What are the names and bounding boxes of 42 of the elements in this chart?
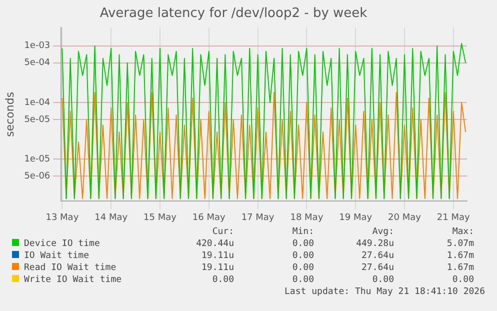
text: 0.00 — [291, 238, 314, 250]
legend-label: IO Wait time — [23, 250, 90, 262]
text: Cur: — [211, 226, 234, 238]
x-tick-label: 19 May — [339, 212, 373, 223]
text: Last update: Thu May 21 18:41:10 2026 — [284, 287, 485, 297]
text: 27.64u — [360, 250, 394, 262]
y-tick-label: 5e-04 — [24, 58, 50, 68]
text: 1.67m — [446, 262, 474, 274]
x-tick-label: 20 May — [388, 212, 422, 223]
text: 19.11u — [200, 250, 234, 262]
x-tick-label: 13 May — [46, 212, 80, 223]
y-tick-label: 1e-03 — [24, 41, 50, 52]
y-tick-label: 5e-06 — [24, 171, 50, 182]
text: 420.44u — [195, 238, 234, 250]
y-tick-label: 5e-05 — [24, 114, 50, 125]
chart-title: Average latency for /dev/loop2 - by week — [100, 6, 368, 22]
x-tick-label: 14 May — [94, 212, 128, 223]
text: 0.00 — [291, 250, 314, 262]
x-tick-label: 18 May — [290, 212, 324, 223]
text: 1.67m — [446, 250, 474, 262]
text: 27.64u — [360, 262, 394, 274]
text: 0.00 — [211, 274, 234, 286]
text: 0.00 — [451, 274, 474, 286]
legend-label: Read IO Wait time — [23, 262, 118, 274]
y-tick-label: 1e-04 — [24, 98, 50, 108]
text: 19.11u — [200, 262, 234, 274]
legend-label: Write IO Wait time — [23, 274, 123, 286]
text: 0.00 — [291, 274, 314, 286]
text: 449.28u — [355, 238, 394, 250]
text: Avg: — [371, 226, 394, 238]
text: 0.00 — [291, 262, 314, 274]
x-tick-label: 15 May — [144, 212, 178, 223]
text: Max: — [451, 226, 474, 238]
legend-label: Device IO time — [23, 238, 101, 250]
text: 0.00 — [371, 274, 394, 286]
y-tick-label: 1e-05 — [24, 154, 50, 164]
y-axis-title: seconds — [3, 92, 16, 137]
text: 5.07m — [446, 238, 474, 250]
text: Min: — [291, 226, 314, 238]
x-tick-label: 17 May — [241, 212, 275, 223]
x-tick-label: 21 May — [436, 212, 471, 223]
x-tick-label: 16 May — [192, 212, 226, 223]
